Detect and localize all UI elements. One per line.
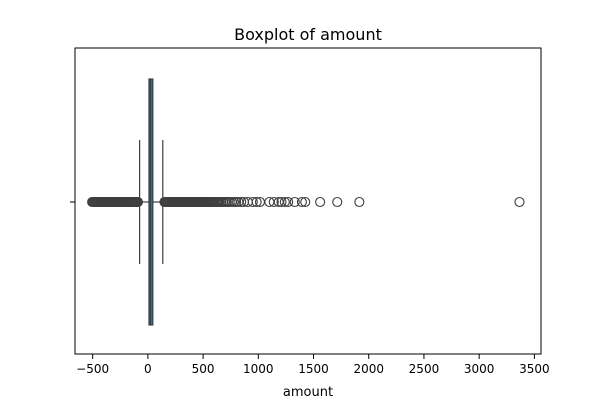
x-tick-label: 1000: [243, 362, 274, 376]
outlier-point: [268, 196, 279, 208]
boxplot: [138, 78, 164, 326]
x-tick-label: 0: [144, 362, 152, 376]
plot-frame: [74, 47, 542, 355]
outlier-point: [289, 196, 300, 208]
outlier-point: [332, 196, 343, 208]
outlier-point: [315, 196, 326, 208]
outlier-point: [296, 196, 307, 208]
x-tick-label: 3000: [464, 362, 495, 376]
outlier-point: [251, 196, 262, 208]
x-tick-label: 2000: [353, 362, 384, 376]
x-tick-label: 1500: [298, 362, 329, 376]
outlier-point: [236, 196, 247, 208]
x-tick-label: −500: [76, 362, 109, 376]
outlier-point: [283, 196, 294, 208]
chart-title: Boxplot of amount: [234, 25, 382, 44]
outlier-point: [247, 196, 258, 208]
x-axis: −500 0 500 1000 1500 2000 2500 3000 3500: [76, 354, 550, 376]
outlier-point: [354, 196, 365, 208]
outlier-point: [276, 196, 287, 208]
x-axis-label: amount: [283, 385, 333, 400]
x-tick-label: 2500: [409, 362, 440, 376]
outlier-point: [279, 196, 290, 208]
x-tick-label: 3500: [519, 362, 550, 376]
box-iqr: [148, 78, 154, 326]
outlier-point: [514, 196, 525, 208]
outlier-points: [87, 196, 525, 208]
outlier-point: [300, 196, 311, 208]
x-tick-label: 500: [192, 362, 215, 376]
